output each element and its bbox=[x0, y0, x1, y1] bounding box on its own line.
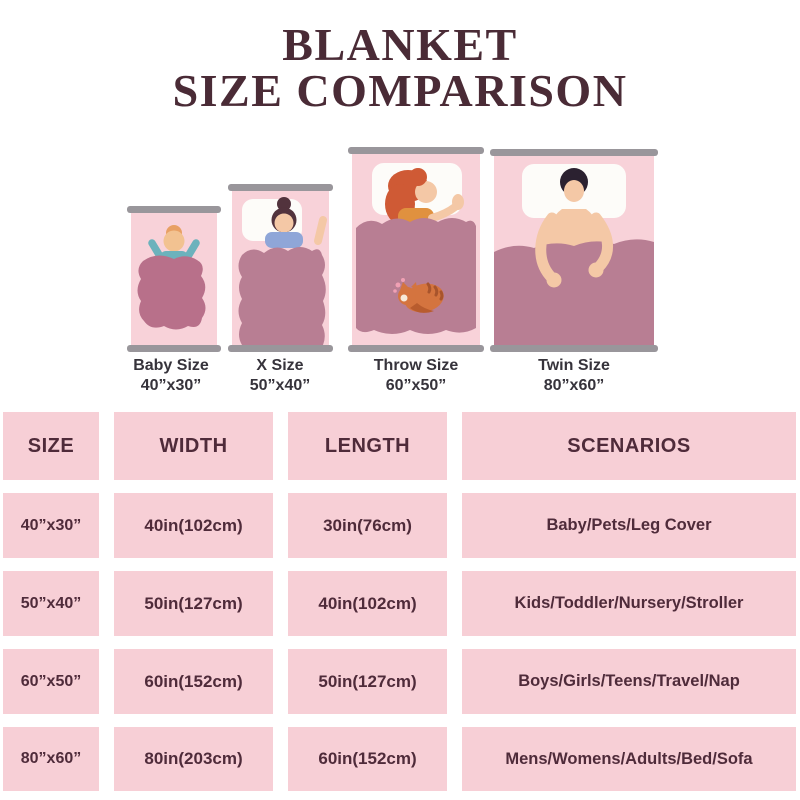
blanket-shape bbox=[494, 239, 654, 345]
cat-muzzle bbox=[400, 294, 408, 302]
title-line-1: BLANKET bbox=[282, 19, 518, 70]
panel-dims: 40”x30” bbox=[140, 377, 202, 394]
panel-label-twin: Twin Size 80”x60” bbox=[499, 356, 649, 396]
cat-stripe bbox=[439, 290, 444, 301]
cell-width-r2: 50in(127cm) bbox=[114, 571, 273, 636]
girl-hair-bun bbox=[277, 197, 291, 211]
hanger-bar-bottom bbox=[228, 345, 333, 352]
baby-arm-right bbox=[183, 239, 200, 262]
man-hand-right bbox=[588, 262, 604, 278]
cat-stripe bbox=[433, 285, 439, 297]
panel-name: X Size bbox=[256, 357, 304, 374]
girl-figure bbox=[265, 197, 327, 248]
blanket-panel-baby bbox=[127, 206, 221, 352]
panel-name: Twin Size bbox=[538, 357, 610, 374]
cell-scenarios-r2: Kids/Toddler/Nursery/Stroller bbox=[462, 571, 796, 636]
woman-arm bbox=[428, 203, 459, 222]
heart-dot bbox=[401, 278, 405, 282]
heart-dot bbox=[395, 282, 401, 288]
cell-size-r3: 60”x50” bbox=[3, 649, 99, 714]
woman-hair-fringe bbox=[409, 168, 427, 186]
col-header-width: WIDTH bbox=[114, 412, 273, 480]
col-header-size: SIZE bbox=[3, 412, 99, 480]
blanket-shape bbox=[356, 218, 476, 334]
page-title: BLANKET SIZE COMPARISON bbox=[0, 22, 800, 114]
hanger-bar-top bbox=[228, 184, 333, 191]
hanger-bar-top bbox=[490, 149, 658, 156]
blanket-shape bbox=[238, 247, 326, 345]
girl-face bbox=[274, 213, 294, 233]
hanger-bar-bottom bbox=[348, 345, 484, 352]
cell-length-r3: 50in(127cm) bbox=[288, 649, 447, 714]
cat-ear bbox=[411, 282, 417, 289]
cat-head bbox=[398, 287, 416, 305]
cat-stripe bbox=[426, 282, 432, 294]
man-illustration bbox=[494, 156, 654, 345]
cell-length-r4: 60in(152cm) bbox=[288, 727, 447, 791]
man-arm-right bbox=[590, 212, 613, 274]
cell-scenarios-r1: Baby/Pets/Leg Cover bbox=[462, 493, 796, 558]
cell-length-r2: 40in(102cm) bbox=[288, 571, 447, 636]
man-arms bbox=[535, 212, 613, 288]
hanger-bar-bottom bbox=[127, 345, 221, 352]
col-header-length: LENGTH bbox=[288, 412, 447, 480]
cell-scenarios-r4: Mens/Womens/Adults/Bed/Sofa bbox=[462, 727, 796, 791]
kid-illustration bbox=[232, 191, 329, 345]
heart-dot bbox=[393, 289, 397, 293]
blanket-panel-throw bbox=[348, 147, 484, 352]
cell-size-r1: 40”x30” bbox=[3, 493, 99, 558]
cell-size-r4: 80”x60” bbox=[3, 727, 99, 791]
cell-width-r3: 60in(152cm) bbox=[114, 649, 273, 714]
baby-head bbox=[163, 230, 185, 252]
panel-dims: 60”x50” bbox=[385, 377, 447, 394]
hanger-bar-bottom bbox=[490, 345, 658, 352]
panel-dims: 50”x40” bbox=[249, 377, 311, 394]
hanger-bar-top bbox=[348, 147, 484, 154]
blanket-panel-twin bbox=[490, 149, 658, 352]
cell-scenarios-r3: Boys/Girls/Teens/Travel/Nap bbox=[462, 649, 796, 714]
panel-name: Baby Size bbox=[133, 357, 209, 374]
panel-label-throw: Throw Size 60”x50” bbox=[341, 356, 491, 396]
woman-hand bbox=[452, 194, 464, 210]
blanket-shape bbox=[137, 255, 206, 330]
cell-width-r1: 40in(102cm) bbox=[114, 493, 273, 558]
man-arm-left bbox=[535, 212, 558, 284]
panel-name: Throw Size bbox=[373, 357, 459, 374]
cell-width-r4: 80in(203cm) bbox=[114, 727, 273, 791]
col-header-scenarios: SCENARIOS bbox=[462, 412, 796, 480]
size-table: SIZE WIDTH LENGTH SCENARIOS 40”x30” 40in… bbox=[3, 412, 796, 791]
woman-face bbox=[415, 181, 437, 203]
baby-illustration bbox=[131, 213, 217, 345]
blanket-panel-x bbox=[228, 184, 333, 352]
cat-curl bbox=[410, 303, 434, 313]
panel-dims: 80”x60” bbox=[543, 377, 605, 394]
hanger-bar-top bbox=[127, 206, 221, 213]
panel-label-baby: Baby Size 40”x30” bbox=[96, 356, 246, 396]
girl-arm bbox=[314, 216, 327, 245]
panel-label-x: X Size 50”x40” bbox=[205, 356, 355, 396]
man-hand-left bbox=[546, 272, 562, 288]
cat-icon bbox=[393, 278, 444, 313]
man-face bbox=[564, 180, 584, 202]
girl-shirt bbox=[265, 232, 303, 248]
woman-illustration bbox=[352, 154, 480, 345]
cell-length-r1: 30in(76cm) bbox=[288, 493, 447, 558]
title-line-2: SIZE COMPARISON bbox=[172, 65, 628, 116]
cell-size-r2: 50”x40” bbox=[3, 571, 99, 636]
